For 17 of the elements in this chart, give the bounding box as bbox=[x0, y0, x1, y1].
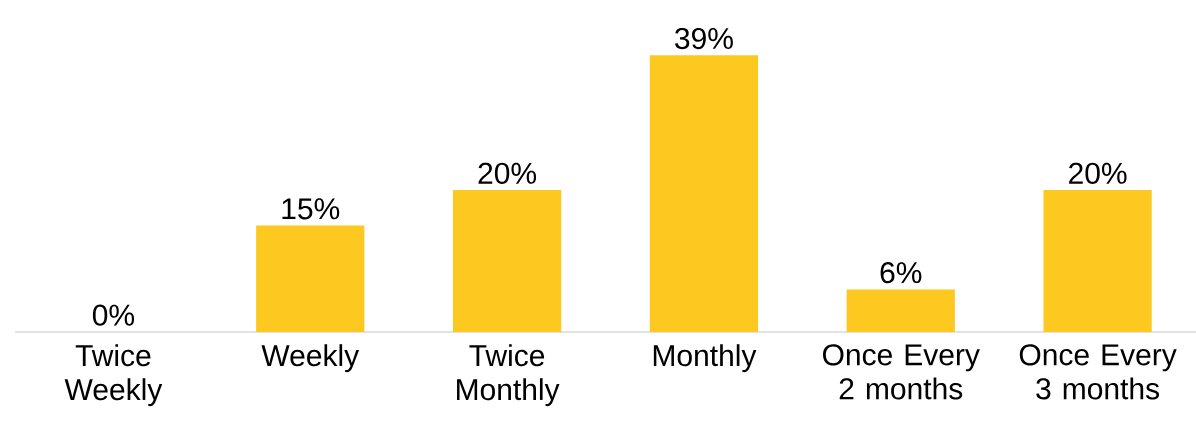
data-label: 15% bbox=[282, 198, 340, 220]
bar bbox=[452, 190, 562, 332]
x-tick-label: Once Every 2 months bbox=[822, 344, 980, 400]
bar bbox=[649, 55, 759, 332]
x-tick-label: Monthly bbox=[653, 344, 757, 373]
x-tick-label: Once Every 3 months bbox=[1019, 344, 1177, 400]
x-tick-label: Weekly bbox=[261, 344, 360, 373]
data-label: 20% bbox=[478, 162, 537, 184]
data-label: 6% bbox=[880, 261, 922, 284]
x-tick-label: Twice Monthly bbox=[457, 344, 560, 407]
data-label: 39% bbox=[675, 27, 733, 50]
bar bbox=[256, 225, 365, 332]
bar bbox=[846, 289, 955, 332]
bar bbox=[1043, 190, 1152, 332]
data-label: 20% bbox=[1069, 162, 1127, 184]
x-tick-label: Twice Weekly bbox=[64, 344, 163, 407]
data-label: 0% bbox=[92, 304, 135, 326]
